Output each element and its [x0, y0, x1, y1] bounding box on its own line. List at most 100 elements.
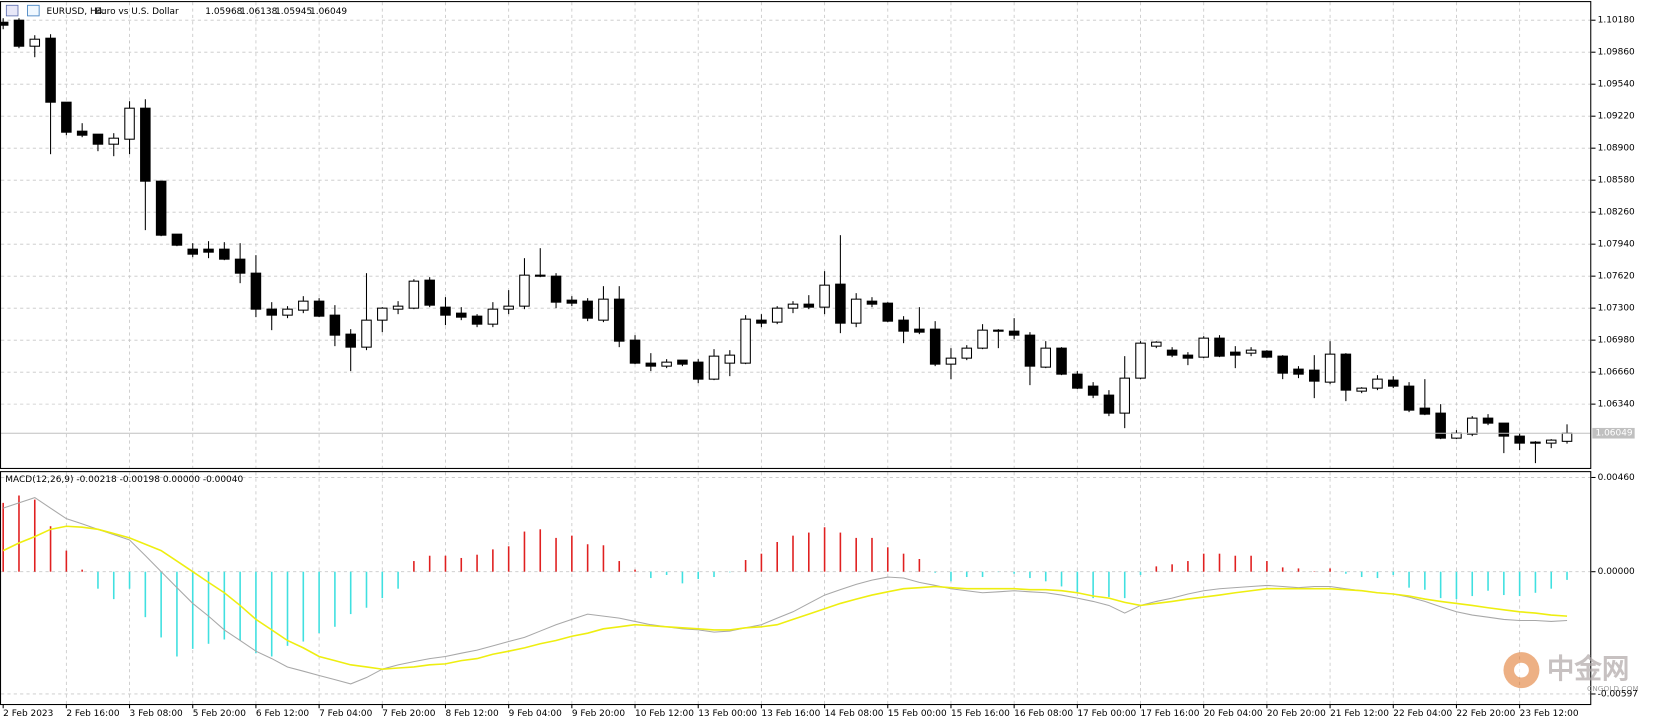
- candle-body: [661, 361, 672, 367]
- candle-body: [629, 339, 641, 364]
- watermark-text: 中金网: [1547, 653, 1629, 685]
- x-tick-label: 22 Feb 20:00: [1456, 709, 1515, 719]
- candle-body: [361, 319, 372, 348]
- candle-body: [534, 274, 546, 277]
- candle-body: [503, 305, 514, 310]
- candle-body: [187, 248, 198, 255]
- candle-body: [613, 298, 625, 342]
- candle-body: [29, 38, 41, 47]
- x-tick-label: 13 Feb 00:00: [698, 709, 757, 719]
- candle-body: [298, 300, 309, 311]
- candle-body: [1403, 385, 1415, 411]
- candle-body: [1435, 412, 1446, 439]
- candle-body: [945, 357, 957, 365]
- candle-body: [866, 300, 878, 305]
- candle-body: [1103, 394, 1115, 414]
- y-tick-label: 1.07940: [1598, 240, 1635, 250]
- y-tick-label: 1.06340: [1598, 400, 1635, 410]
- candle-body: [1277, 355, 1288, 374]
- y-tick-label: 1.08580: [1598, 176, 1635, 186]
- candle-body: [1008, 330, 1020, 336]
- candle-body: [1324, 353, 1336, 383]
- candle-body: [1135, 342, 1146, 379]
- x-tick-label: 17 Feb 16:00: [1141, 709, 1200, 719]
- candle-body: [550, 275, 562, 303]
- candle-body: [1498, 422, 1510, 437]
- watermark: [1503, 652, 1540, 689]
- y-tick-label: 1.07620: [1598, 272, 1635, 282]
- candle-body: [203, 248, 214, 253]
- y-tick-label: 1.08260: [1598, 208, 1635, 218]
- candle-body: [1340, 353, 1352, 391]
- candle-body: [692, 361, 704, 380]
- candle-body: [1166, 349, 1178, 356]
- candle-body: [1261, 350, 1273, 358]
- window-icon[interactable]: [27, 4, 40, 17]
- candle-body: [1119, 377, 1130, 414]
- x-tick-label: 2 Feb 16:00: [66, 709, 119, 719]
- candle-body: [1451, 432, 1462, 439]
- candle-body: [929, 328, 941, 365]
- y-tick-label: 1.06980: [1598, 336, 1635, 346]
- candle-body: [313, 300, 325, 317]
- y-tick-label: 1.09220: [1598, 112, 1635, 122]
- candle-body: [566, 299, 578, 304]
- watermark-logo-inner: [1514, 662, 1529, 678]
- candle-body: [392, 305, 404, 310]
- candle-body: [1214, 337, 1225, 357]
- x-tick-label: 17 Feb 00:00: [1077, 709, 1136, 719]
- candle-body: [471, 315, 483, 325]
- x-tick-label: 23 Feb 12:00: [1520, 709, 1579, 719]
- candle-body: [250, 272, 262, 310]
- y-tick-label: 1.10180: [1598, 16, 1635, 26]
- candle-body: [977, 329, 988, 349]
- x-tick-label: 15 Feb 16:00: [951, 709, 1010, 719]
- chart-icon[interactable]: [5, 4, 19, 17]
- x-tick-label: 22 Feb 04:00: [1393, 709, 1452, 719]
- indicator-label: MACD(12,26,9) -0.00218 -0.00198 0.00000 …: [5, 475, 243, 485]
- candle-body: [771, 307, 783, 323]
- candle-body: [708, 355, 720, 380]
- candle-body: [1372, 378, 1383, 389]
- x-tick-label: 6 Feb 12:00: [256, 709, 309, 719]
- candle-body: [835, 283, 846, 324]
- y-tick-label: 1.09540: [1598, 80, 1635, 90]
- header-high: 1.06138: [240, 7, 277, 17]
- candle-body: [1387, 379, 1399, 387]
- candle-body: [219, 248, 230, 260]
- candle-body: [1198, 337, 1209, 358]
- candle-body: [155, 180, 167, 236]
- macd-signal-line: [2, 525, 1568, 670]
- x-tick-label: 20 Feb 20:00: [1267, 709, 1326, 719]
- candle-body: [1230, 351, 1241, 356]
- candle-body: [424, 279, 435, 306]
- candle-body: [440, 306, 451, 316]
- chart-title: EURUSD, H4:: [47, 7, 106, 17]
- candle-body: [677, 359, 688, 365]
- candle-body: [1087, 385, 1099, 396]
- x-tick-label: 9 Feb 04:00: [509, 709, 562, 719]
- header-low: 1.05945: [275, 7, 312, 17]
- candle-body: [124, 107, 135, 140]
- candle-body: [850, 298, 862, 324]
- candle-body: [1024, 334, 1036, 367]
- current-price-box: [1592, 427, 1635, 439]
- candle-body: [898, 319, 909, 332]
- candle-body: [266, 308, 277, 316]
- candle-body: [171, 233, 183, 246]
- macd-panel-frame: [0, 471, 1592, 706]
- candle-body: [961, 347, 973, 359]
- y-tick-label: 0.00000: [1598, 567, 1635, 577]
- candle-body: [408, 280, 420, 309]
- header-open: 1.05968: [205, 7, 242, 17]
- candle-body: [519, 274, 530, 307]
- y-tick-label: 0.00460: [1598, 473, 1635, 483]
- candle-body: [140, 107, 151, 182]
- candle-body: [1309, 369, 1320, 382]
- candle-body: [0, 21, 9, 26]
- candle-body: [377, 307, 388, 321]
- candle-body: [803, 303, 815, 308]
- candle-body: [740, 318, 751, 364]
